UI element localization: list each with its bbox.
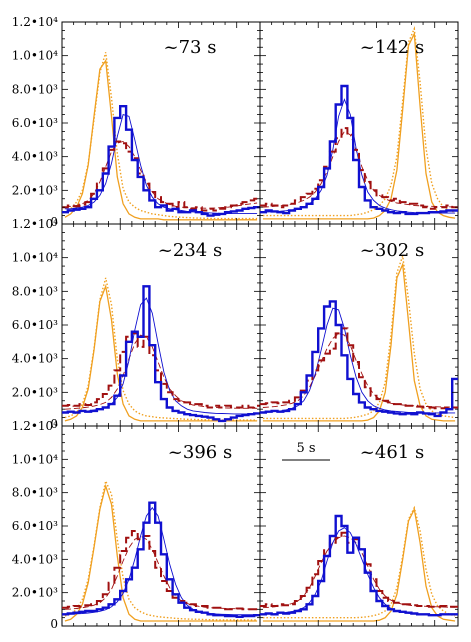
y-tick-label: 1.2•10⁴ <box>12 419 58 433</box>
series-orange-solid <box>64 483 258 622</box>
series-orange-dotted <box>262 255 456 420</box>
panel-middle-left: ~234 s <box>61 223 261 427</box>
y-tick-label: 0 <box>50 215 58 229</box>
series-group <box>62 478 260 622</box>
y-tick-label: 8.0•10³ <box>12 486 58 500</box>
y-tick-label: 8.0•10³ <box>12 284 58 298</box>
y-tick-label: 4.0•10³ <box>12 552 58 566</box>
series-orange-dotted <box>262 505 456 619</box>
series-red-histogram <box>62 530 260 611</box>
series-group <box>260 25 458 220</box>
panel-middle-right: ~302 s <box>259 223 459 427</box>
y-tick-label: 1.0•10⁴ <box>12 251 58 265</box>
y-tick-label: 8.0•10³ <box>12 82 58 96</box>
series-orange-solid <box>262 261 456 422</box>
panel-bottom-right: ~461 s <box>259 425 459 627</box>
y-tick-label: 6.0•10³ <box>12 116 58 130</box>
series-group <box>260 255 458 422</box>
series-orange-dotted <box>262 25 456 217</box>
y-tick-label: 1.2•10⁴ <box>12 217 58 231</box>
y-tick-label: 1.0•10⁴ <box>12 49 58 63</box>
y-tick-label: 0 <box>50 617 58 631</box>
series-orange-solid <box>64 58 258 221</box>
series-red-model <box>64 334 258 410</box>
scale-bar-label: 5 s <box>296 441 315 456</box>
panel-time-label: ~234 s <box>158 240 222 261</box>
panel-time-label: ~396 s <box>168 442 232 463</box>
series-orange-solid <box>262 507 456 622</box>
series-blue-histogram <box>260 84 458 216</box>
series-red-histogram <box>62 332 260 409</box>
panel-top-right: ~142 s <box>259 21 459 225</box>
scale-bar: 5 s <box>282 441 330 461</box>
series-blue-histogram <box>260 514 458 617</box>
series-blue-histogram <box>260 300 458 418</box>
panel-bottom-left: ~396 s <box>61 425 261 627</box>
y-tick-label: 1.0•10⁴ <box>12 452 58 466</box>
y-tick-label: 2.0•10³ <box>12 586 58 600</box>
series-orange-solid <box>64 283 258 422</box>
series-red-histogram <box>260 127 458 210</box>
y-tick-label: 4.0•10³ <box>12 352 58 366</box>
series-red-histogram <box>62 140 260 212</box>
y-axis: 1.2•10⁴ 1.0•10⁴ 8.0•10³ 6.0•10³ 4.0•10³ 2.0•1… <box>12 15 58 631</box>
series-orange-solid <box>262 31 456 220</box>
panel-top-left: ~73 s <box>61 21 261 225</box>
panel-time-label: ~302 s <box>360 240 424 261</box>
series-group <box>62 277 260 423</box>
panel-time-label: ~142 s <box>360 37 424 58</box>
series-orange-dotted <box>64 52 258 220</box>
y-tick-label: 6.0•10³ <box>12 318 58 332</box>
y-tick-label: 2.0•10³ <box>12 385 58 399</box>
panel-time-label: ~73 s <box>164 37 217 58</box>
y-tick-label: 6.0•10³ <box>12 519 58 533</box>
y-tick-label: 1.2•10⁴ <box>12 15 58 29</box>
series-group <box>260 505 458 622</box>
series-blue-histogram <box>62 105 260 217</box>
series-red-histogram <box>260 327 458 410</box>
y-tick-label: 4.0•10³ <box>12 150 58 164</box>
y-tick-label: 0 <box>50 417 58 431</box>
panel-time-label: ~461 s <box>360 442 424 463</box>
y-tick-label: 2.0•10³ <box>12 183 58 197</box>
series-blue-histogram <box>62 501 260 618</box>
series-group <box>62 52 260 221</box>
panel-grid: ~73 s ~142 s ~234 s ~302 s ~396 s ~461 s <box>61 21 459 627</box>
series-blue-histogram <box>62 285 260 423</box>
